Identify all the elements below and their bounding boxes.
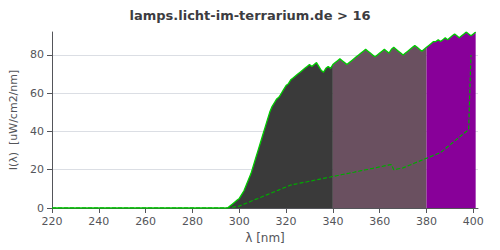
svg-text:I(λ) [uW/cm2/nm]: I(λ) [uW/cm2/nm] — [7, 70, 20, 171]
svg-text:0: 0 — [37, 202, 44, 215]
svg-text:20: 20 — [30, 163, 44, 176]
svg-text:380: 380 — [416, 215, 437, 228]
svg-text:280: 280 — [182, 215, 203, 228]
svg-text:240: 240 — [88, 215, 109, 228]
svg-text:360: 360 — [369, 215, 390, 228]
svg-text:320: 320 — [276, 215, 297, 228]
svg-text:340: 340 — [322, 215, 343, 228]
svg-text:400: 400 — [463, 215, 484, 228]
svg-text:λ [nm]: λ [nm] — [245, 231, 285, 245]
svg-text:220: 220 — [42, 215, 63, 228]
svg-text:60: 60 — [30, 87, 44, 100]
svg-text:lamps.licht-im-terrarium.de >: lamps.licht-im-terrarium.de > 16 — [129, 8, 370, 23]
svg-text:40: 40 — [30, 125, 44, 138]
svg-text:300: 300 — [229, 215, 250, 228]
svg-text:80: 80 — [30, 48, 44, 61]
svg-text:260: 260 — [135, 215, 156, 228]
